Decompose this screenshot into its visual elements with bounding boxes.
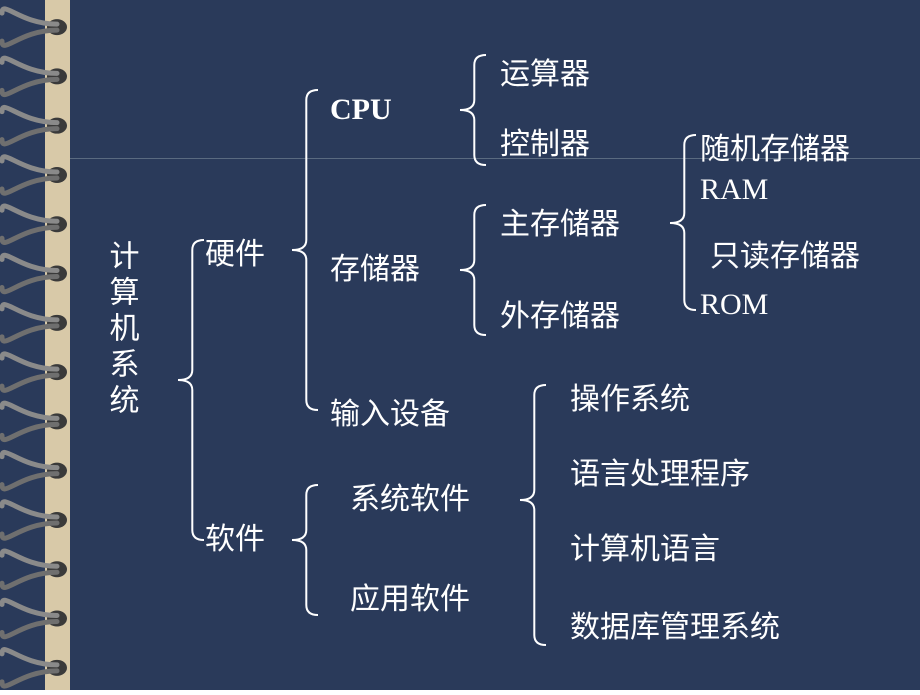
- node-ram-en: RAM: [700, 170, 768, 211]
- node-lang-proc: 语言处理程序: [570, 455, 750, 496]
- node-input: 输入设备: [330, 395, 450, 436]
- node-main-store: 主存储器: [500, 205, 620, 246]
- node-hardware: 硬件: [205, 235, 265, 276]
- node-app-sw: 应用软件: [350, 580, 470, 621]
- binding-svg: [0, 0, 70, 690]
- node-ext-store: 外存储器: [500, 297, 620, 338]
- node-software: 软件: [205, 520, 265, 561]
- spiral-binding: [0, 0, 70, 690]
- node-alu: 运算器: [500, 55, 590, 96]
- slide-page: 计算机系统 硬件 软件 CPU 存储器 输入设备 运算器 控制器 主存储器 外存…: [0, 0, 920, 690]
- storage-brace: [460, 205, 486, 335]
- node-cpu: CPU: [330, 90, 392, 131]
- diagram-content: 计算机系统 硬件 软件 CPU 存储器 输入设备 运算器 控制器 主存储器 外存…: [70, 0, 920, 690]
- node-rom-cn: 只读存储器: [710, 237, 860, 278]
- node-ram-cn: 随机存储器: [700, 130, 850, 171]
- node-sys-sw: 系统软件: [350, 480, 470, 521]
- node-comp-lang: 计算机语言: [570, 530, 720, 571]
- syssw-brace: [520, 385, 546, 645]
- node-os: 操作系统: [570, 380, 690, 421]
- node-rom-en: ROM: [700, 285, 768, 326]
- node-storage: 存储器: [330, 250, 420, 291]
- ram-brace: [670, 135, 696, 310]
- node-controller: 控制器: [500, 125, 590, 166]
- root-brace: [178, 240, 204, 540]
- node-root: 计算机系统: [100, 240, 141, 420]
- cpu-brace: [460, 55, 486, 165]
- hw-brace: [292, 90, 318, 410]
- sw-brace: [292, 485, 318, 615]
- node-dbms: 数据库管理系统: [570, 608, 780, 649]
